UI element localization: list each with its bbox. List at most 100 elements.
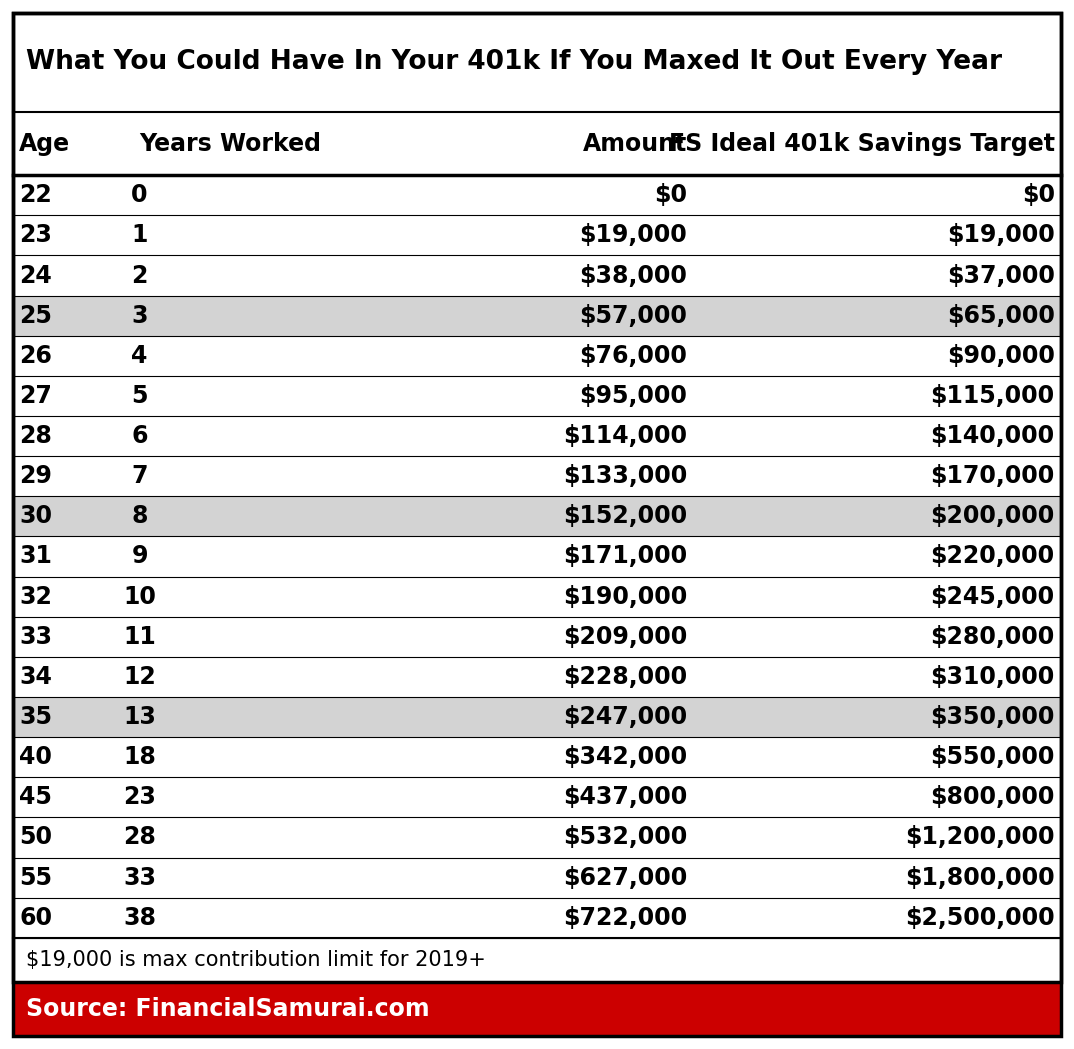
Text: 5: 5 xyxy=(131,384,148,408)
Bar xyxy=(13,577,1061,617)
Text: 22: 22 xyxy=(19,184,52,208)
Text: 23: 23 xyxy=(124,786,156,810)
Text: $245,000: $245,000 xyxy=(930,584,1055,608)
Text: 27: 27 xyxy=(19,384,53,408)
Text: What You Could Have In Your 401k If You Maxed It Out Every Year: What You Could Have In Your 401k If You … xyxy=(26,49,1002,76)
Text: 6: 6 xyxy=(131,424,148,448)
Bar xyxy=(13,496,1061,536)
Text: $114,000: $114,000 xyxy=(564,424,687,448)
Bar xyxy=(13,982,1061,1036)
Text: $280,000: $280,000 xyxy=(930,625,1055,648)
Text: 32: 32 xyxy=(19,584,53,608)
Bar xyxy=(13,657,1061,697)
Text: 45: 45 xyxy=(19,786,53,810)
Text: 8: 8 xyxy=(131,505,148,529)
Text: 28: 28 xyxy=(124,826,156,850)
Text: $57,000: $57,000 xyxy=(580,303,687,327)
Bar xyxy=(13,215,1061,256)
Text: $19,000 is max contribution limit for 2019+: $19,000 is max contribution limit for 20… xyxy=(26,949,485,970)
Bar xyxy=(13,376,1061,416)
Text: $310,000: $310,000 xyxy=(930,665,1055,689)
Text: 33: 33 xyxy=(124,865,156,890)
Bar xyxy=(13,777,1061,817)
Text: $627,000: $627,000 xyxy=(563,865,687,890)
Text: $38,000: $38,000 xyxy=(580,263,687,287)
Text: $65,000: $65,000 xyxy=(947,303,1055,327)
Text: $1,800,000: $1,800,000 xyxy=(905,865,1055,890)
Text: $2,500,000: $2,500,000 xyxy=(905,905,1055,929)
Text: 10: 10 xyxy=(124,584,156,608)
Text: 40: 40 xyxy=(19,745,53,769)
Text: $550,000: $550,000 xyxy=(930,745,1055,769)
Text: 3: 3 xyxy=(131,303,148,327)
Text: $190,000: $190,000 xyxy=(563,584,687,608)
Text: $437,000: $437,000 xyxy=(563,786,687,810)
Text: 38: 38 xyxy=(124,905,156,929)
Text: $140,000: $140,000 xyxy=(930,424,1055,448)
Text: 12: 12 xyxy=(124,665,156,689)
Text: 28: 28 xyxy=(19,424,53,448)
Text: 24: 24 xyxy=(19,263,52,287)
Bar xyxy=(13,456,1061,496)
Text: $228,000: $228,000 xyxy=(563,665,687,689)
Bar xyxy=(13,898,1061,938)
Text: Age: Age xyxy=(19,132,71,155)
Text: Source: FinancialSamurai.com: Source: FinancialSamurai.com xyxy=(26,998,430,1021)
Bar xyxy=(13,817,1061,857)
Text: $76,000: $76,000 xyxy=(580,344,687,368)
Bar xyxy=(13,617,1061,657)
Text: $532,000: $532,000 xyxy=(563,826,687,850)
Text: $220,000: $220,000 xyxy=(930,544,1055,569)
Text: $171,000: $171,000 xyxy=(563,544,687,569)
Text: $95,000: $95,000 xyxy=(580,384,687,408)
Bar xyxy=(13,938,1061,982)
Text: FS Ideal 401k Savings Target: FS Ideal 401k Savings Target xyxy=(669,132,1055,155)
Bar xyxy=(13,175,1061,215)
Text: 50: 50 xyxy=(19,826,53,850)
Text: 0: 0 xyxy=(131,184,148,208)
Text: $152,000: $152,000 xyxy=(563,505,687,529)
Text: Amount: Amount xyxy=(583,132,687,155)
Text: 30: 30 xyxy=(19,505,53,529)
Text: $115,000: $115,000 xyxy=(930,384,1055,408)
Text: $0: $0 xyxy=(1021,184,1055,208)
Text: $247,000: $247,000 xyxy=(563,705,687,729)
Text: $342,000: $342,000 xyxy=(563,745,687,769)
Text: $800,000: $800,000 xyxy=(930,786,1055,810)
Bar xyxy=(13,416,1061,456)
Text: $0: $0 xyxy=(654,184,687,208)
Bar xyxy=(13,336,1061,376)
Bar xyxy=(13,536,1061,577)
Text: $722,000: $722,000 xyxy=(563,905,687,929)
Text: 9: 9 xyxy=(131,544,148,569)
Text: $133,000: $133,000 xyxy=(563,465,687,488)
Text: 34: 34 xyxy=(19,665,53,689)
Text: $19,000: $19,000 xyxy=(947,223,1055,248)
Bar xyxy=(13,697,1061,737)
Text: $19,000: $19,000 xyxy=(580,223,687,248)
Bar xyxy=(13,857,1061,898)
Text: 60: 60 xyxy=(19,905,53,929)
Text: 33: 33 xyxy=(19,625,53,648)
Text: 7: 7 xyxy=(131,465,148,488)
Text: 11: 11 xyxy=(124,625,156,648)
Text: $90,000: $90,000 xyxy=(947,344,1055,368)
Text: $37,000: $37,000 xyxy=(947,263,1055,287)
Text: 13: 13 xyxy=(124,705,156,729)
Bar xyxy=(13,256,1061,296)
Text: 18: 18 xyxy=(124,745,156,769)
Text: $1,200,000: $1,200,000 xyxy=(905,826,1055,850)
Text: 1: 1 xyxy=(131,223,148,248)
Text: $200,000: $200,000 xyxy=(930,505,1055,529)
Text: 23: 23 xyxy=(19,223,53,248)
Text: $170,000: $170,000 xyxy=(930,465,1055,488)
Text: 55: 55 xyxy=(19,865,53,890)
Text: 2: 2 xyxy=(131,263,148,287)
Text: 35: 35 xyxy=(19,705,53,729)
Text: $350,000: $350,000 xyxy=(930,705,1055,729)
Text: $209,000: $209,000 xyxy=(563,625,687,648)
Text: 26: 26 xyxy=(19,344,53,368)
Text: 25: 25 xyxy=(19,303,53,327)
Text: 4: 4 xyxy=(131,344,148,368)
Bar xyxy=(13,296,1061,336)
